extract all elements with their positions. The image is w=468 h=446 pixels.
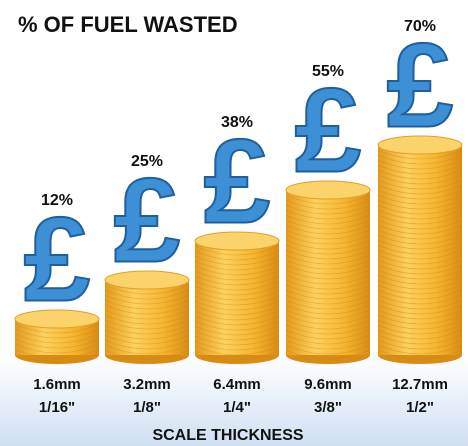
chart-title: % OF FUEL WASTED	[18, 12, 238, 37]
coin-stack	[195, 241, 279, 355]
pound-icon: £	[387, 19, 454, 153]
pound-icon: £	[24, 193, 91, 327]
x-tick-label: 12.7mm	[392, 376, 448, 393]
x-tick-sublabel: 1/8"	[133, 399, 161, 416]
pound-icon: £	[295, 64, 362, 198]
value-label: 55%	[312, 63, 344, 80]
value-label: 70%	[404, 18, 436, 35]
x-axis-label: SCALE THICKNESS	[152, 427, 303, 444]
x-tick-sublabel: 1/2"	[406, 399, 434, 416]
value-label: 25%	[131, 153, 163, 170]
value-label: 38%	[221, 114, 253, 131]
x-tick-label: 3.2mm	[123, 376, 171, 393]
x-tick-sublabel: 1/16"	[39, 399, 75, 416]
x-tick-sublabel: 3/8"	[314, 399, 342, 416]
x-tick-sublabel: 1/4"	[223, 399, 251, 416]
x-tick-label: 9.6mm	[304, 376, 352, 393]
x-tick-label: 1.6mm	[33, 376, 81, 393]
coin-stack	[378, 145, 462, 355]
chart: % OF FUEL WASTED SCALE THICKNESS £12% 1.6…	[0, 0, 468, 446]
value-label: 12%	[41, 192, 73, 209]
pound-icon: £	[204, 115, 271, 249]
x-tick-label: 6.4mm	[213, 376, 261, 393]
pound-icon: £	[114, 154, 181, 288]
